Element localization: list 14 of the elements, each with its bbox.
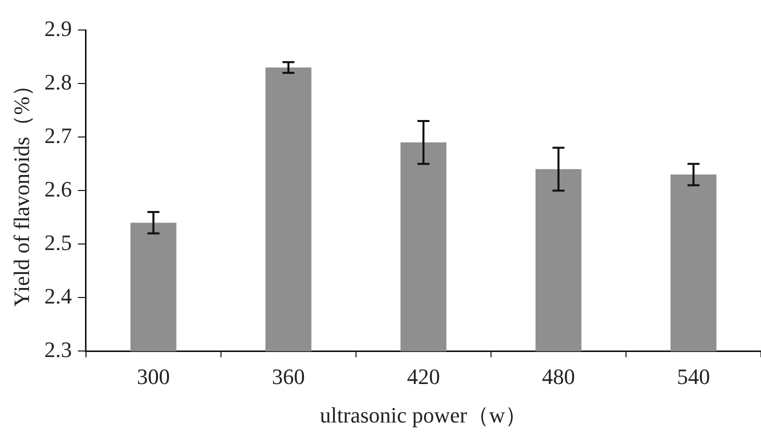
y-tick-label: 2.4 [44, 283, 72, 308]
x-axis-title: ultrasonic power（w） [320, 402, 528, 428]
x-tick-label: 360 [272, 364, 305, 390]
y-tick-label: 2.7 [44, 122, 72, 148]
x-tick-label: 420 [406, 364, 440, 390]
y-tick-label: 2.8 [44, 69, 72, 94]
y-axis-title: Yield of flavonoids（%） [8, 74, 34, 307]
y-tick-label: 2.5 [44, 230, 72, 255]
y-tick-label: 2.6 [44, 176, 72, 202]
y-tick-label: 2.3 [44, 336, 72, 362]
x-tick-label: 480 [542, 364, 575, 390]
x-tick-label: 540 [676, 364, 710, 390]
y-tick-label: 2.9 [44, 16, 72, 41]
x-tick-label: 300 [136, 364, 170, 390]
